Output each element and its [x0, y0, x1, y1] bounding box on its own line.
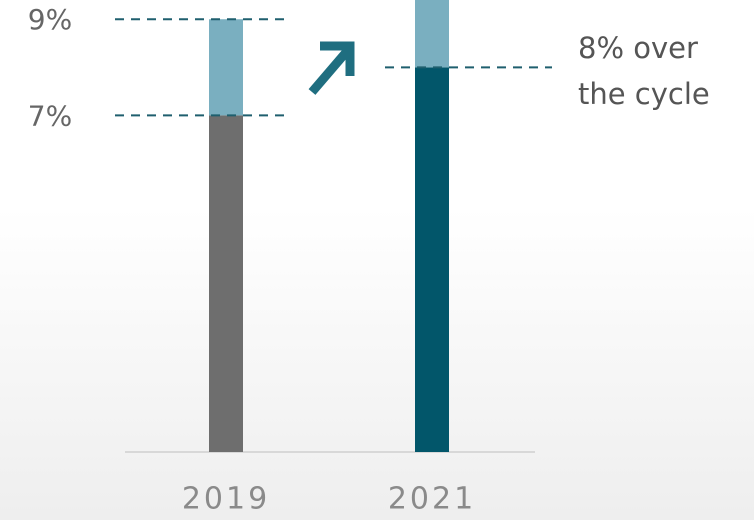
annotation: the cycle — [578, 77, 710, 111]
bar-segment — [415, 0, 449, 68]
y-tick-label: 7% — [28, 99, 72, 132]
annotation: 8% over — [578, 31, 698, 65]
x-tick-label: 2019 — [182, 482, 270, 517]
bar-segment — [209, 19, 243, 116]
y-tick-label: 9% — [28, 3, 72, 36]
trend-arrow — [308, 41, 355, 95]
bar-segment — [209, 115, 243, 452]
x-tick-label: 2021 — [388, 482, 476, 517]
bar-segment — [415, 67, 449, 452]
